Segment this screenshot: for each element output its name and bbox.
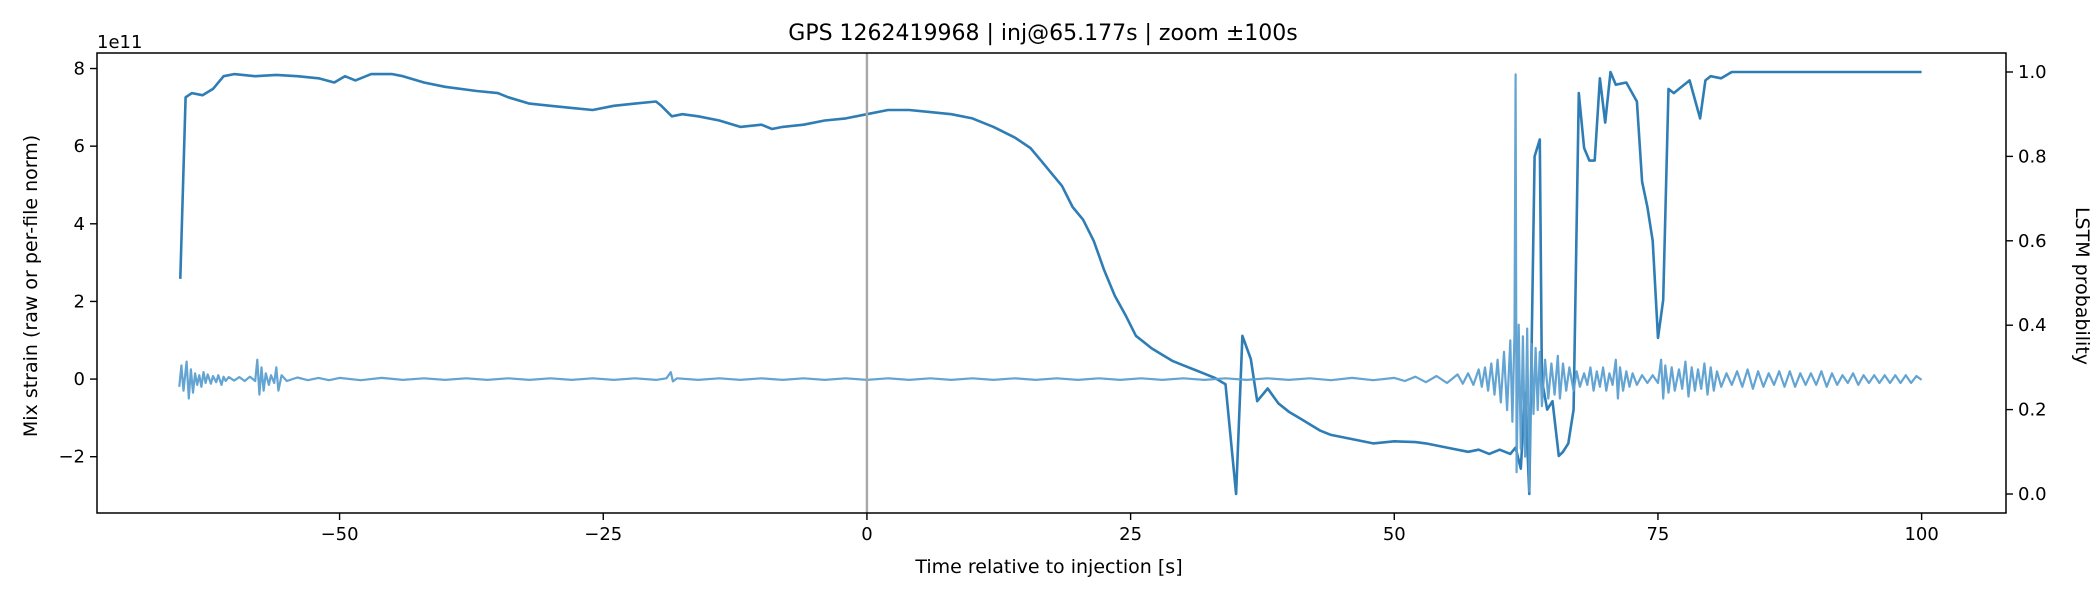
y-left-tick-label: 8 (74, 59, 85, 80)
x-tick-label: 75 (1646, 524, 1669, 545)
y-right-axis-ticks: 0.0 0.2 0.4 0.6 0.8 1.0 (2006, 62, 2047, 505)
plot-frame (96, 52, 2007, 514)
y-left-axis-label: Mix strain (raw or per-file norm) (20, 135, 42, 437)
y-left-tick-label: 0 (74, 369, 85, 390)
y-left-tick-label: 6 (74, 136, 85, 157)
y-left-tick-label: 4 (74, 214, 85, 235)
y-right-tick-label: 0.8 (2018, 146, 2047, 167)
plot-area (178, 70, 1923, 496)
y-right-tick-label: 0.2 (2018, 400, 2047, 421)
y-right-tick-label: 0.0 (2018, 484, 2047, 505)
x-tick-label: −50 (321, 524, 359, 545)
y-right-tick-label: 0.6 (2018, 231, 2047, 252)
x-tick-label: −25 (584, 524, 622, 545)
y-left-axis-ticks: −2 0 2 4 6 8 (58, 59, 97, 468)
lstm-probability-line (179, 70, 1922, 496)
y-right-tick-label: 0.4 (2018, 315, 2047, 336)
y-left-tick-label: −2 (58, 447, 85, 468)
y-right-tick-label: 1.0 (2018, 62, 2047, 83)
y-right-axis-label: LSTM probability (2071, 207, 2093, 365)
x-tick-label: 100 (1904, 524, 1938, 545)
series-layer (178, 70, 1923, 496)
x-axis-label: Time relative to injection [s] (914, 556, 1182, 578)
x-tick-label: 0 (861, 524, 872, 545)
chart-title: GPS 1262419968 | inj@65.177s | zoom ±100… (788, 21, 1297, 46)
x-tick-label: 25 (1119, 524, 1142, 545)
x-tick-label: 50 (1383, 524, 1406, 545)
y-left-tick-label: 2 (74, 291, 85, 312)
strain-line (178, 73, 1923, 493)
x-axis-ticks: −50 −25 0 25 50 75 100 (321, 513, 1939, 545)
y-left-offset-label: 1e11 (97, 32, 142, 53)
